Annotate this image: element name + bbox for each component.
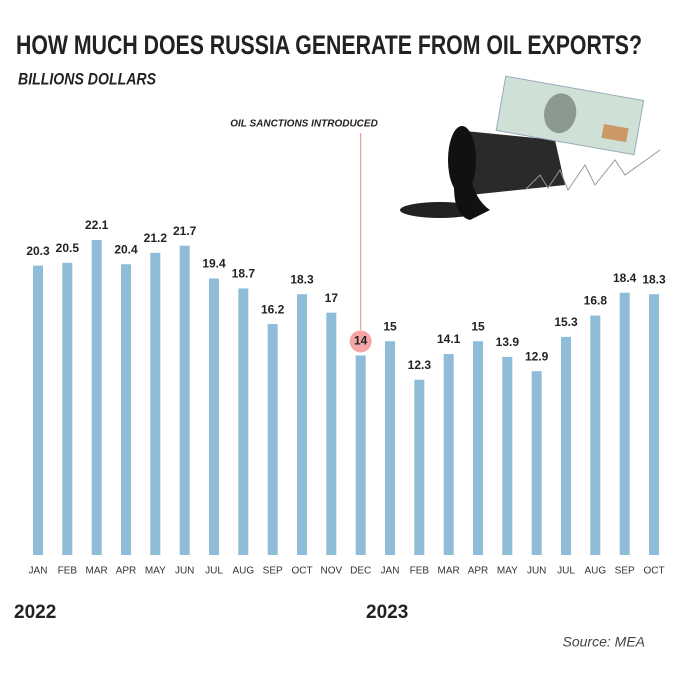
value-label: 18.7 bbox=[232, 267, 256, 281]
x-tick-label: JUN bbox=[175, 566, 194, 577]
x-tick-label: AUG bbox=[232, 566, 254, 577]
bar bbox=[355, 355, 366, 555]
x-tick-label: SEP bbox=[263, 566, 283, 577]
x-tick-label: OCT bbox=[643, 566, 664, 577]
bar bbox=[414, 379, 425, 555]
x-tick-label: AUG bbox=[584, 566, 606, 577]
x-tick-label: APR bbox=[468, 566, 489, 577]
value-label: 18.3 bbox=[642, 272, 666, 286]
chart-title: HOW MUCH DOES RUSSIA GENERATE FROM OIL E… bbox=[16, 30, 642, 60]
highlight-circle bbox=[349, 330, 372, 353]
value-label: 21.2 bbox=[144, 231, 168, 245]
x-tick-label: MAR bbox=[86, 566, 108, 577]
bar bbox=[590, 315, 601, 555]
x-tick-label: JUL bbox=[557, 566, 575, 577]
x-tick-label: FEB bbox=[410, 566, 430, 577]
bar bbox=[502, 356, 513, 555]
value-label: 15 bbox=[471, 319, 485, 333]
bar bbox=[473, 341, 483, 555]
x-tick-label: FEB bbox=[58, 566, 78, 577]
bar bbox=[443, 354, 454, 555]
value-label: 14 bbox=[354, 334, 368, 348]
bar bbox=[62, 262, 73, 555]
value-label: 19.4 bbox=[202, 257, 226, 271]
value-label: 22.1 bbox=[85, 218, 109, 232]
x-tick-label: SEP bbox=[615, 566, 635, 577]
value-label: 12.3 bbox=[408, 358, 432, 372]
value-label: 16.2 bbox=[261, 302, 285, 316]
annotation-text: OIL SANCTIONS INTRODUCED bbox=[230, 119, 378, 130]
bar bbox=[91, 240, 102, 555]
value-label: 17 bbox=[325, 291, 339, 305]
value-label: 21.7 bbox=[173, 224, 197, 238]
year-label: 2022 bbox=[14, 602, 56, 623]
x-tick-label: MAY bbox=[497, 566, 518, 577]
bar bbox=[267, 324, 278, 555]
value-label: 20.5 bbox=[56, 241, 80, 255]
chart-subtitle: BILLIONS DOLLARS bbox=[18, 69, 157, 88]
x-tick-label: MAR bbox=[438, 566, 460, 577]
x-tick-label: APR bbox=[116, 566, 137, 577]
value-label: 14.1 bbox=[437, 332, 461, 346]
value-label: 16.8 bbox=[584, 294, 608, 308]
bar bbox=[385, 341, 395, 555]
source-note: Source: MEA bbox=[563, 634, 645, 650]
bar bbox=[179, 245, 190, 555]
bar bbox=[326, 312, 337, 555]
bar bbox=[209, 278, 219, 555]
oil-barrel-illustration bbox=[400, 75, 661, 220]
bar bbox=[238, 288, 249, 555]
x-tick-label: DEC bbox=[350, 566, 371, 577]
bar bbox=[121, 264, 131, 555]
bar bbox=[33, 265, 43, 555]
value-label: 18.3 bbox=[290, 272, 314, 286]
x-tick-label: NOV bbox=[320, 566, 342, 577]
bar bbox=[561, 336, 571, 555]
x-tick-label: MAY bbox=[145, 566, 166, 577]
bar bbox=[150, 252, 161, 555]
value-label: 20.4 bbox=[114, 242, 138, 256]
value-label: 15.3 bbox=[554, 315, 578, 329]
bar bbox=[531, 371, 542, 555]
bar bbox=[297, 294, 307, 555]
value-label: 20.3 bbox=[26, 244, 50, 258]
x-tick-label: JAN bbox=[29, 566, 48, 577]
x-tick-label: OCT bbox=[291, 566, 312, 577]
value-label: 18.4 bbox=[613, 271, 637, 285]
bar bbox=[649, 294, 659, 555]
x-tick-label: JUN bbox=[527, 566, 546, 577]
plot-area: OIL SANCTIONS INTRODUCED 20.3 JAN 2022 20.5 F… bbox=[14, 119, 666, 623]
x-tick-label: JUL bbox=[205, 566, 223, 577]
value-label: 13.9 bbox=[496, 335, 520, 349]
value-label: 15 bbox=[383, 319, 397, 333]
value-label: 12.9 bbox=[525, 349, 549, 363]
year-label: 2023 bbox=[366, 602, 408, 623]
bar bbox=[619, 292, 630, 555]
x-tick-label: JAN bbox=[381, 566, 400, 577]
